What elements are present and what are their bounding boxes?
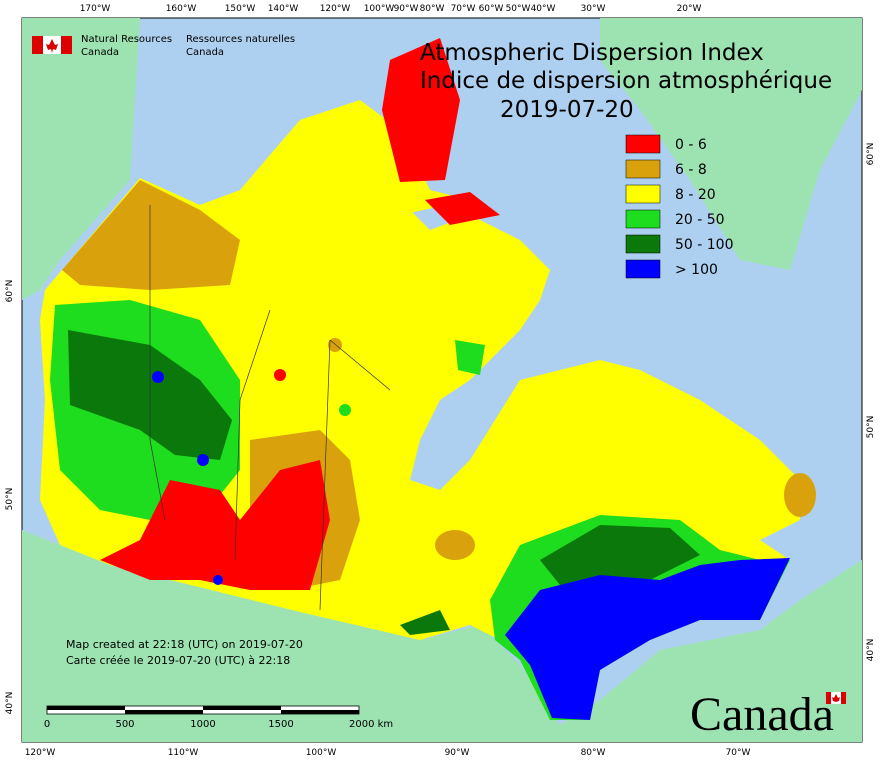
flag-bar: [32, 36, 43, 54]
lon-label: 100°W: [306, 748, 337, 758]
ellesmere-region: [382, 38, 460, 182]
lon-label: 120°W: [320, 4, 351, 14]
graticule-labels: 170°W 160°W 150°W 140°W 120°W 100°W 90°W…: [5, 4, 876, 758]
region: [197, 454, 209, 466]
lon-label: 140°W: [268, 4, 299, 14]
scale-label: 1500: [268, 719, 293, 730]
lat-label: 50°N: [866, 416, 876, 439]
region: [100, 460, 330, 590]
arctic-islands: [240, 100, 470, 240]
scale-label: 0: [44, 719, 50, 730]
region: [62, 180, 240, 290]
lon-label: 80°W: [420, 4, 445, 14]
alaska: [22, 18, 140, 300]
legend-label: 50 - 100: [675, 237, 734, 253]
scale-segment: [281, 710, 359, 714]
credit: Carte créée le 2019-07-20 (UTC) à 22:18: [66, 654, 290, 667]
legend-swatch: [625, 184, 661, 204]
maple-leaf: [46, 39, 58, 53]
title: Indice de dispersion atmosphérique: [420, 68, 832, 94]
scale-label: 2000 km: [349, 719, 393, 730]
legend-label: 20 - 50: [675, 212, 725, 228]
lon-label: 20°W: [677, 4, 702, 14]
scale-label: 1000: [190, 719, 215, 730]
usa: [22, 530, 862, 742]
wordmark: Canada: [690, 688, 834, 741]
lat-label: 60°N: [5, 280, 15, 303]
lon-label: 80°W: [581, 748, 606, 758]
index-map: [40, 38, 816, 720]
flag-bar: [841, 692, 846, 704]
agency-fr: Ressources naturelles: [186, 34, 295, 45]
greenland: [600, 18, 862, 270]
region: [435, 530, 475, 560]
scale-segment: [47, 706, 125, 710]
legend-label: 8 - 20: [675, 187, 716, 203]
scale-segment: [125, 710, 203, 714]
lon-label: 40°W: [531, 4, 556, 14]
flag-bar: [826, 692, 831, 704]
lon-label: 170°W: [80, 4, 111, 14]
region: [213, 575, 223, 585]
region: [152, 371, 164, 383]
region: [540, 525, 700, 585]
scale-bar: 0 500 1000 1500 2000 km: [44, 705, 393, 730]
date: 2019-07-20: [500, 97, 634, 123]
maple-leaf: [832, 694, 840, 702]
lon-label: 150°W: [225, 4, 256, 14]
lat-label: 40°N: [866, 639, 876, 662]
lon-label: 60°W: [479, 4, 504, 14]
lon-label: 100°W: [364, 4, 395, 14]
region: [274, 369, 286, 381]
lon-label: 30°W: [581, 4, 606, 14]
scale-label: 500: [115, 719, 134, 730]
scale-segment: [203, 706, 281, 710]
region: [505, 558, 790, 720]
region: [425, 192, 500, 225]
boundary: [149, 205, 391, 611]
agency-en: Natural Resources: [81, 34, 172, 45]
agency-fr: Canada: [186, 47, 224, 58]
lon-label: 160°W: [166, 4, 197, 14]
lat-label: 50°N: [5, 488, 15, 511]
lon-label: 90°W: [445, 748, 470, 758]
lon-label: 70°W: [451, 4, 476, 14]
canada-wordmark: Canada: [690, 688, 846, 741]
region: [455, 340, 485, 375]
lon-label: 110°W: [168, 748, 199, 758]
lon-label: 120°W: [25, 748, 56, 758]
credit: Map created at 22:18 (UTC) on 2019-07-20: [66, 638, 303, 651]
legend-label: 6 - 8: [675, 162, 707, 178]
lat-label: 60°N: [866, 143, 876, 166]
agency-en: Canada: [81, 47, 119, 58]
lat-label: 40°N: [5, 692, 15, 715]
lon-label: 50°W: [506, 4, 531, 14]
lon-label: 90°W: [394, 4, 419, 14]
title: Atmospheric Dispersion Index: [420, 40, 764, 66]
legend-swatch: [625, 159, 661, 179]
lon-label: 70°W: [726, 748, 751, 758]
legend: 0 - 6 6 - 8 8 - 20 20 - 50 50 - 100 > 100: [625, 134, 734, 279]
foreign-land: [22, 18, 862, 742]
legend-swatch: [625, 134, 661, 154]
region: [784, 473, 816, 517]
legend-swatch: [625, 259, 661, 279]
region: [400, 610, 450, 635]
legend-label: > 100: [675, 262, 718, 278]
legend-swatch: [625, 234, 661, 254]
region: [339, 404, 351, 416]
nrcan-signature: Natural Resources Canada Ressources natu…: [32, 34, 295, 58]
legend-swatch: [625, 209, 661, 229]
flag-bar: [61, 36, 72, 54]
legend-label: 0 - 6: [675, 137, 707, 153]
